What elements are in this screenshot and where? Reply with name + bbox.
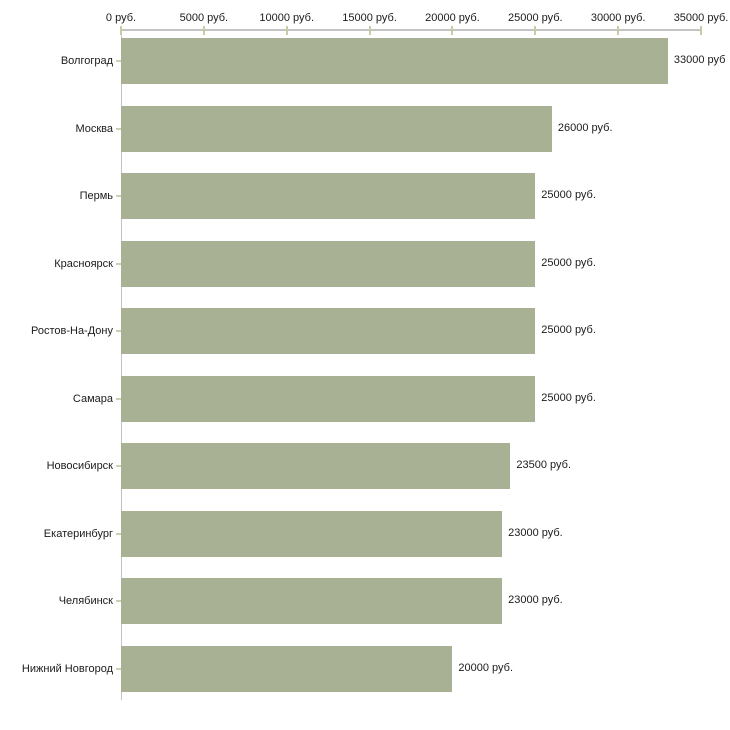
x-axis-tick xyxy=(534,26,537,35)
x-axis-tick-label: 10000 руб. xyxy=(259,12,315,24)
category-label: Новосибирск xyxy=(46,460,113,472)
x-axis-tick xyxy=(202,26,205,35)
x-axis-tick-label: 25000 руб. xyxy=(507,12,563,24)
y-axis-tick xyxy=(116,533,121,535)
x-axis-tick-label: 0 руб. xyxy=(105,12,137,24)
value-label: 23000 руб. xyxy=(508,527,563,539)
y-axis-tick xyxy=(116,263,121,265)
x-axis-tick xyxy=(451,26,454,35)
bar-4 xyxy=(121,241,536,287)
x-axis-tick-label: 35000 руб. xyxy=(673,12,729,24)
y-axis-tick xyxy=(116,195,121,197)
x-axis-tick xyxy=(285,26,288,35)
bar-9 xyxy=(121,578,503,624)
bar-2 xyxy=(121,106,552,152)
y-axis-tick xyxy=(116,128,121,130)
x-axis-tick-label: 15000 руб. xyxy=(342,12,397,24)
y-axis-tick xyxy=(116,330,121,332)
bar-3 xyxy=(121,173,536,219)
y-axis-tick xyxy=(116,600,121,602)
category-label: Самара xyxy=(72,393,113,405)
category-label: Ростов-На-Дону xyxy=(30,325,113,337)
x-axis-tick xyxy=(120,26,122,35)
x-axis-tick-label: 20000 руб. xyxy=(425,12,480,24)
bar-10 xyxy=(121,646,453,692)
bar-8 xyxy=(121,511,503,557)
value-label: 33000 руб xyxy=(673,54,726,66)
bar-1 xyxy=(121,38,668,84)
bar-5 xyxy=(121,308,536,354)
value-label: 25000 руб. xyxy=(541,257,596,269)
x-axis-line xyxy=(121,29,702,31)
category-label: Нижний Новгород xyxy=(21,663,113,675)
x-axis-tick xyxy=(700,26,702,35)
value-label: 25000 руб. xyxy=(541,392,596,404)
value-label: 25000 руб. xyxy=(541,189,596,201)
y-axis-tick xyxy=(116,465,121,467)
y-axis-line xyxy=(121,29,122,700)
bar-7 xyxy=(121,443,511,489)
category-label: Москва xyxy=(75,123,113,135)
value-label: 23500 руб. xyxy=(516,459,572,471)
y-axis-tick xyxy=(116,668,121,670)
category-label: Пермь xyxy=(79,190,113,202)
category-label: Челябинск xyxy=(58,595,113,607)
category-label: Волгоград xyxy=(60,55,113,67)
category-label: Красноярск xyxy=(54,258,113,270)
bar-6 xyxy=(121,376,536,422)
x-axis-tick xyxy=(368,26,371,35)
value-label: 25000 руб. xyxy=(541,324,596,336)
value-label: 23000 руб. xyxy=(508,594,563,606)
x-axis-tick-label: 30000 руб. xyxy=(590,12,646,24)
category-label: Екатеринбург xyxy=(43,528,113,540)
y-axis-tick xyxy=(116,60,121,62)
y-axis-tick xyxy=(116,398,121,400)
x-axis-tick xyxy=(617,26,620,35)
value-label: 26000 руб. xyxy=(557,122,613,134)
x-axis-tick-label: 5000 руб. xyxy=(179,12,229,24)
value-label: 20000 руб. xyxy=(458,662,514,674)
